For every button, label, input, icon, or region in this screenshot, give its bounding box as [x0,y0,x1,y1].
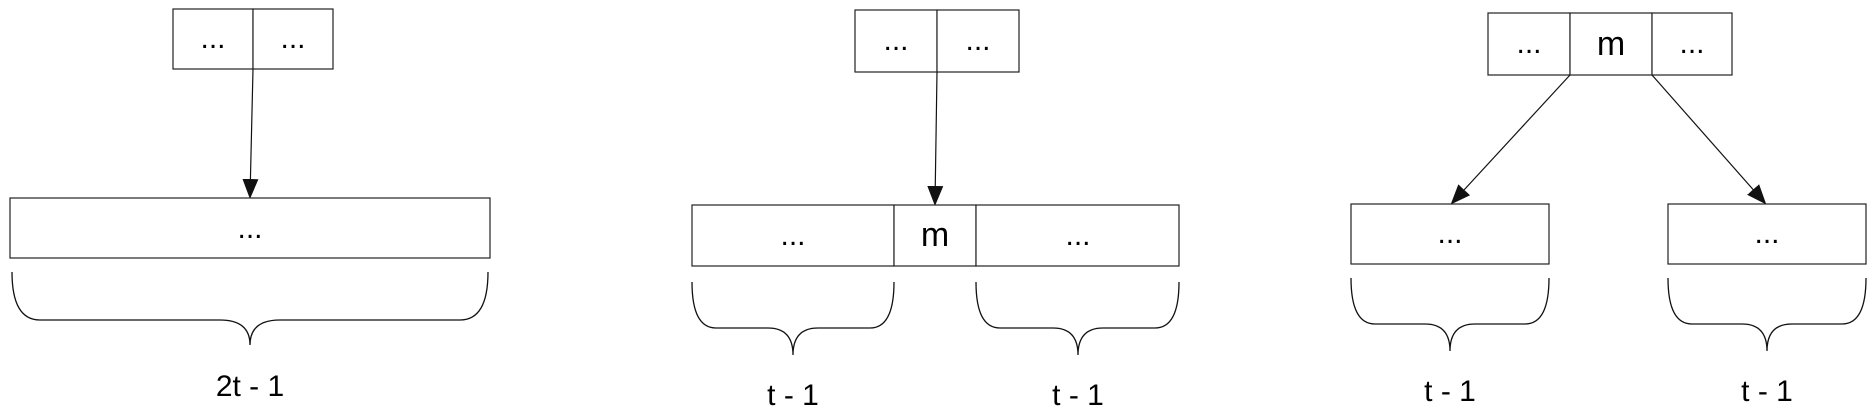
right-child-pointer-arrow [1652,75,1765,203]
parent-node: ... ... [173,9,333,69]
brace-right [976,282,1179,355]
child-cell-text: ... [237,212,262,245]
child-node: ... m ... [692,205,1179,266]
brace-right [1668,278,1866,351]
child-cell-left-text: ... [780,219,805,252]
child-pointer-arrow [935,72,937,204]
brace-right-label: t - 1 [1052,379,1104,411]
parent-cell-1-text: ... [883,24,908,57]
brace-left [692,282,894,355]
child-node: ... [10,198,490,258]
parent-node: ... m ... [1488,13,1732,75]
parent-cell-3-text: ... [1679,27,1704,60]
parent-node: ... ... [855,10,1019,72]
brace-right-label: t - 1 [1741,375,1793,408]
left-child-cell-text: ... [1437,217,1462,250]
parent-cell-2-text: ... [280,22,305,55]
panel-right: ... m ... ... ... t - 1 t - 1 [1351,13,1866,408]
brace [12,272,488,345]
child-cell-median-text: m [921,216,949,254]
child-cell-right-text: ... [1065,219,1090,252]
right-child-cell-text: ... [1754,217,1779,250]
brace-label: 2t - 1 [216,370,284,403]
child-pointer-arrow [250,69,253,197]
left-child-pointer-arrow [1452,75,1570,203]
brace-left [1351,278,1549,351]
brace-left-label: t - 1 [767,379,819,411]
panel-middle: ... ... ... m ... t - 1 t - 1 [692,10,1179,411]
right-child-node: ... [1668,204,1866,264]
left-child-node: ... [1351,204,1549,264]
parent-cell-1-text: ... [1516,27,1541,60]
brace-left-label: t - 1 [1424,375,1476,408]
parent-cell-2-text: ... [965,24,990,57]
parent-cell-1-text: ... [200,22,225,55]
panel-left: ... ... ... 2t - 1 [10,9,490,403]
parent-cell-median-text: m [1597,25,1625,63]
